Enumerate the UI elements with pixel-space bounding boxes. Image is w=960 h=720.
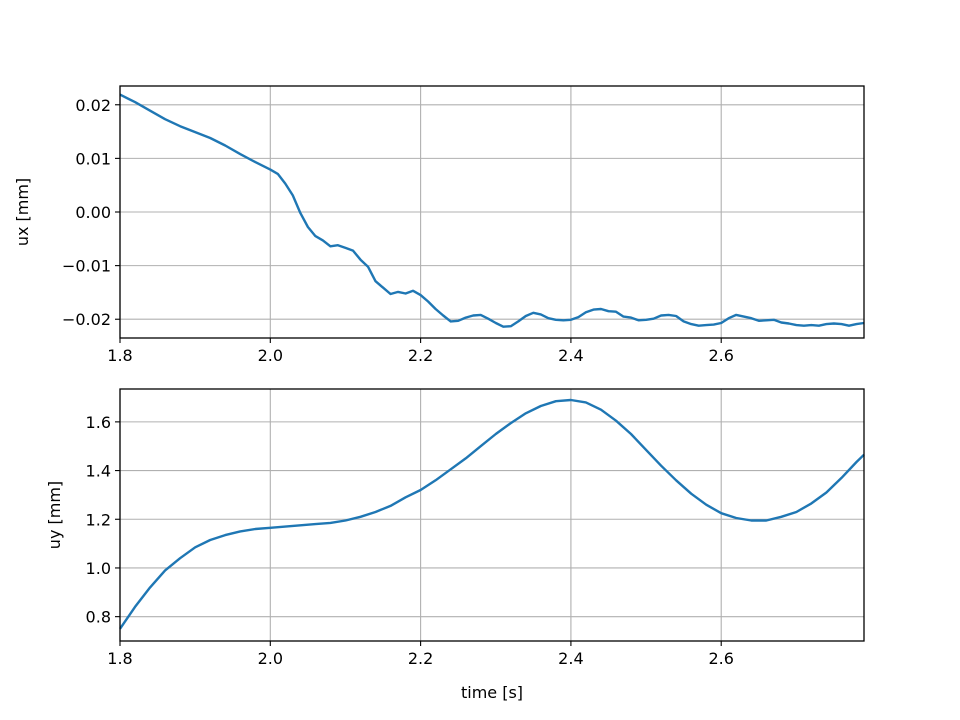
ux-axes: 1.8 2.0 2.2 2.4 2.6 −0.02 −0.01 0.00 0.01 0.02 ux … bbox=[13, 85, 865, 365]
y-tick-label: 0.02 bbox=[75, 96, 111, 115]
y-tick-label: 0.00 bbox=[75, 203, 111, 222]
y-tick-label: 1.4 bbox=[86, 462, 111, 481]
x-axis-label: time [s] bbox=[461, 683, 523, 702]
axes-frame bbox=[119, 388, 865, 642]
y-tick-label: 0.8 bbox=[86, 608, 111, 627]
y-tick-label: −0.02 bbox=[62, 310, 111, 329]
x-tick-label: 2.0 bbox=[258, 346, 283, 365]
x-tick-label: 1.8 bbox=[107, 346, 132, 365]
x-tick-label: 2.2 bbox=[408, 346, 433, 365]
x-tick-label: 2.2 bbox=[408, 649, 433, 668]
y-tick-label: 0.01 bbox=[75, 149, 111, 168]
y-axis-label: ux [mm] bbox=[13, 178, 32, 246]
x-tick-label: 1.8 bbox=[107, 649, 132, 668]
y-axis-label: uy [mm] bbox=[45, 481, 64, 549]
x-tick-label: 2.6 bbox=[708, 346, 733, 365]
y-tick-label: 1.0 bbox=[86, 559, 111, 578]
uy-axes: 1.8 2.0 2.2 2.4 2.6 0.8 1.0 1.2 1.4 1.6 uy [mm] tim… bbox=[45, 388, 865, 702]
x-tick-label: 2.6 bbox=[708, 649, 733, 668]
x-tick-label: 2.0 bbox=[258, 649, 283, 668]
y-tick-label: 1.6 bbox=[86, 413, 111, 432]
series-line bbox=[119, 398, 865, 630]
x-tick-label: 2.4 bbox=[558, 649, 583, 668]
y-tick-label: −0.01 bbox=[62, 257, 111, 276]
series-line bbox=[119, 93, 865, 328]
y-tick-label: 1.2 bbox=[86, 510, 111, 529]
x-tick-label: 2.4 bbox=[558, 346, 583, 365]
